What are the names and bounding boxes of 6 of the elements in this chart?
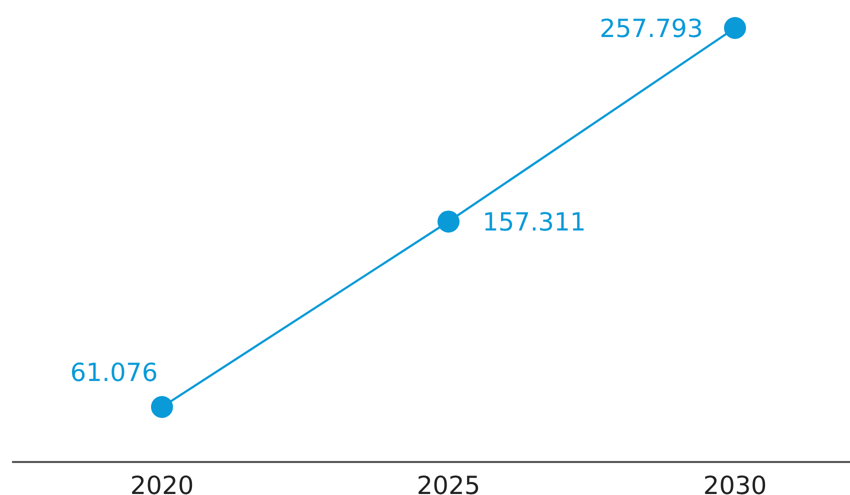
data-label: 61.076 [70,358,158,387]
data-label: 157.311 [482,208,586,237]
x-tick-label: 2025 [416,471,480,495]
x-tick-label: 2030 [703,471,767,495]
x-tick-label: 2020 [130,471,194,495]
data-label: 257.793 [600,14,703,43]
